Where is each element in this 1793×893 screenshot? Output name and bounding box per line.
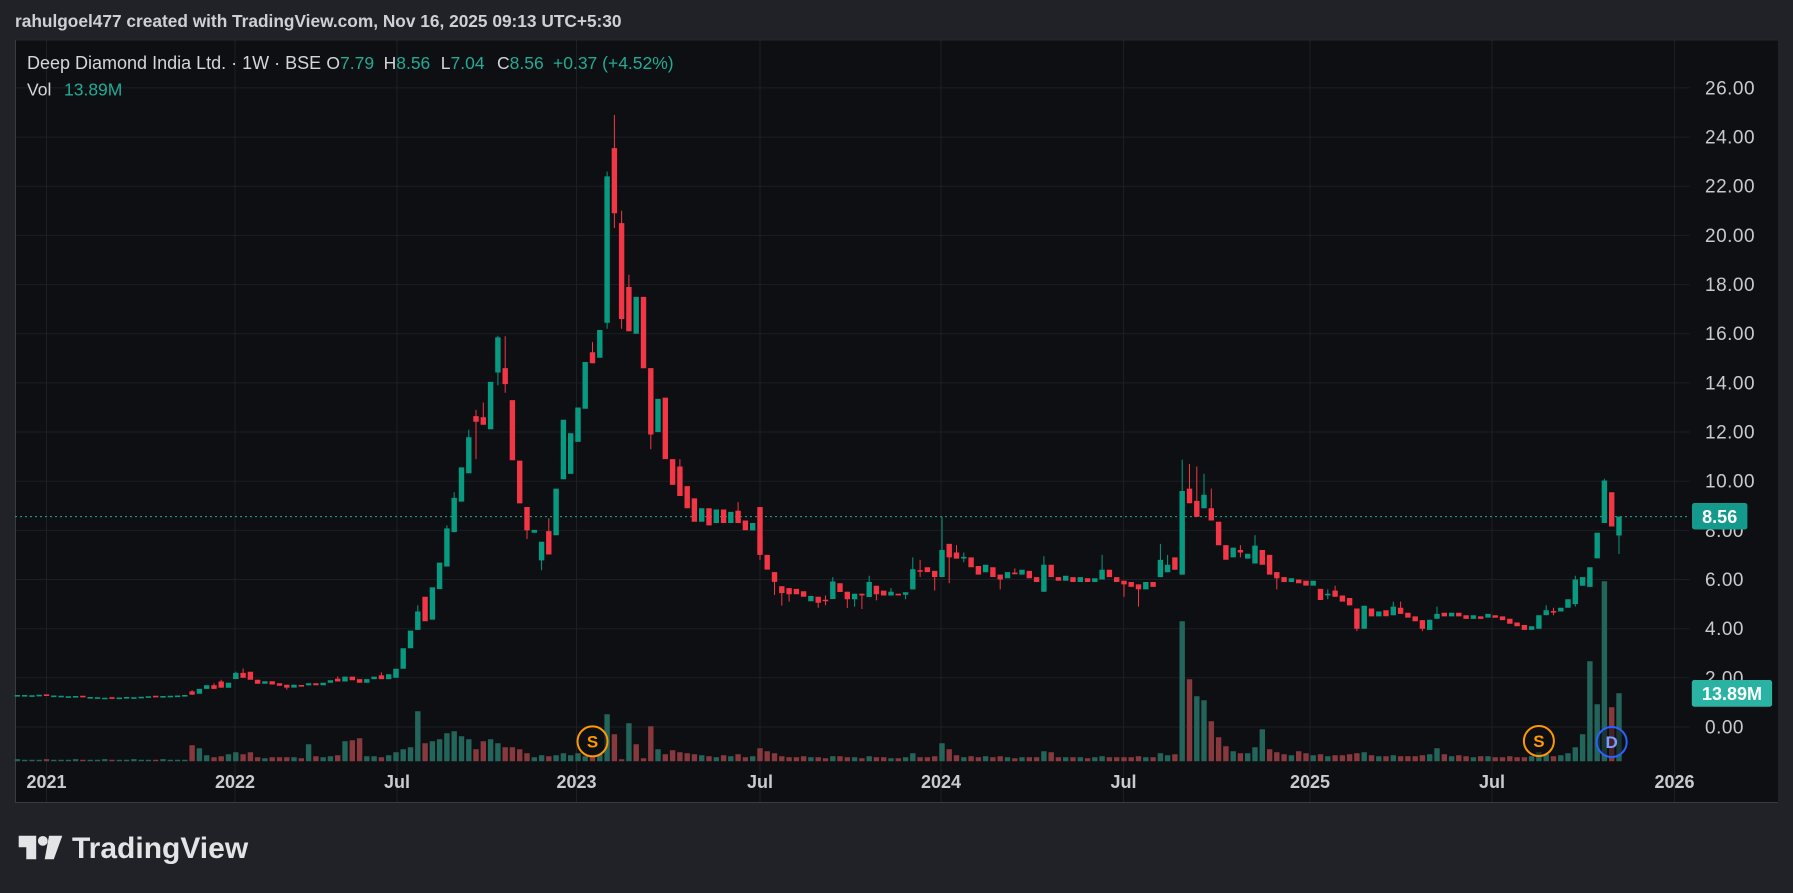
svg-text:D: D — [1606, 733, 1618, 752]
svg-text:H8.56: H8.56 — [384, 53, 431, 73]
svg-text:2021: 2021 — [26, 772, 66, 792]
svg-text:rahulgoel477 created with Trad: rahulgoel477 created with TradingView.co… — [15, 11, 622, 31]
svg-text:2023: 2023 — [556, 772, 596, 792]
svg-text:26.00: 26.00 — [1705, 78, 1755, 99]
svg-text:C8.56: C8.56 — [497, 53, 544, 73]
svg-text:16.00: 16.00 — [1705, 324, 1755, 345]
svg-text:2024: 2024 — [921, 772, 961, 792]
svg-text:13.89M: 13.89M — [64, 80, 122, 100]
svg-text:S: S — [1533, 732, 1544, 751]
svg-text:Jul: Jul — [1479, 772, 1505, 792]
svg-text:+0.37 (+4.52%): +0.37 (+4.52%) — [553, 53, 674, 73]
svg-text:20.00: 20.00 — [1705, 226, 1755, 247]
svg-text:6.00: 6.00 — [1705, 570, 1744, 591]
svg-text:Jul: Jul — [384, 772, 410, 792]
svg-text:24.00: 24.00 — [1705, 128, 1755, 149]
svg-text:L7.04: L7.04 — [441, 53, 485, 73]
svg-text:22.00: 22.00 — [1705, 177, 1755, 198]
svg-text:Jul: Jul — [747, 772, 773, 792]
svg-text:Jul: Jul — [1110, 772, 1136, 792]
svg-text:14.00: 14.00 — [1705, 373, 1755, 394]
svg-text:10.00: 10.00 — [1705, 472, 1755, 493]
svg-text:4.00: 4.00 — [1705, 619, 1744, 640]
svg-text:S: S — [587, 732, 598, 751]
svg-text:13.89M: 13.89M — [1702, 684, 1762, 704]
svg-text:0.00: 0.00 — [1705, 718, 1744, 739]
svg-text:2026: 2026 — [1654, 772, 1694, 792]
svg-text:2025: 2025 — [1290, 772, 1330, 792]
svg-text:8.56: 8.56 — [1702, 507, 1737, 527]
svg-text:Vol: Vol — [27, 80, 51, 100]
svg-text:12.00: 12.00 — [1705, 423, 1755, 444]
svg-text:O7.79: O7.79 — [326, 53, 374, 73]
svg-text:TradingView: TradingView — [72, 832, 249, 865]
svg-text:2022: 2022 — [215, 772, 255, 792]
svg-text:18.00: 18.00 — [1705, 275, 1755, 296]
svg-text:Deep Diamond India Ltd. · 1W ·: Deep Diamond India Ltd. · 1W · BSE — [27, 53, 321, 73]
